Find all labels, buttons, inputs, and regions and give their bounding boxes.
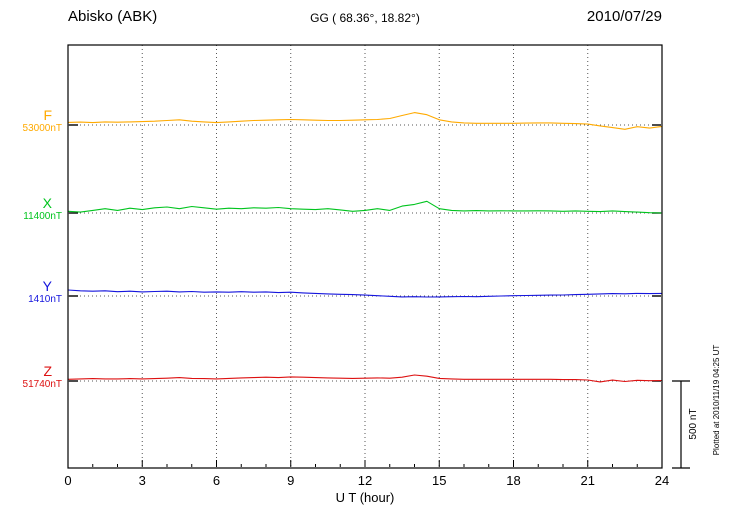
x-tick-label: 12 [358, 473, 372, 488]
geographic-coordinates: GG ( 68.36°, 18.82°) [310, 11, 420, 25]
component-Y: Y 1410nT [0, 278, 62, 306]
station-name: Abisko (ABK) [68, 8, 158, 25]
x-axis-title: U T (hour) [335, 490, 395, 505]
x-tick-label: 3 [139, 473, 146, 488]
component-baseline-F: 53000nT [22, 123, 62, 135]
plot-timestamp: Plotted at 2010/11/19 04:25 UT [712, 345, 721, 456]
plot-border [67, 44, 663, 469]
trace-Y [67, 289, 663, 298]
x-tick-label: 6 [213, 473, 220, 488]
x-tick-label: 15 [432, 473, 446, 488]
x-tick-label: 0 [64, 473, 71, 488]
component-baseline-X: 11400nT [23, 211, 62, 223]
date-label: 2010/07/29 [586, 8, 662, 25]
component-Z: Z 51740nT [0, 363, 62, 391]
component-baseline-Y: 1410nT [28, 294, 62, 306]
x-tick-label: 24 [655, 473, 669, 488]
x-tick-label: 18 [506, 473, 520, 488]
scale-bar-label: 500 nT [688, 408, 699, 439]
component-X: X 11400nT [0, 195, 62, 223]
trace-Z [67, 374, 663, 383]
component-baseline-Z: 51740nT [22, 379, 62, 391]
component-label-Y: Y [42, 278, 52, 294]
x-tick-label: 21 [581, 473, 595, 488]
component-label-F: F [43, 107, 52, 123]
component-F: F 53000nT [0, 107, 62, 135]
trace-F [67, 112, 663, 130]
x-tick-label: 9 [287, 473, 294, 488]
trace-X [67, 200, 663, 214]
component-label-Z: Z [43, 363, 52, 379]
component-label-X: X [42, 195, 52, 211]
